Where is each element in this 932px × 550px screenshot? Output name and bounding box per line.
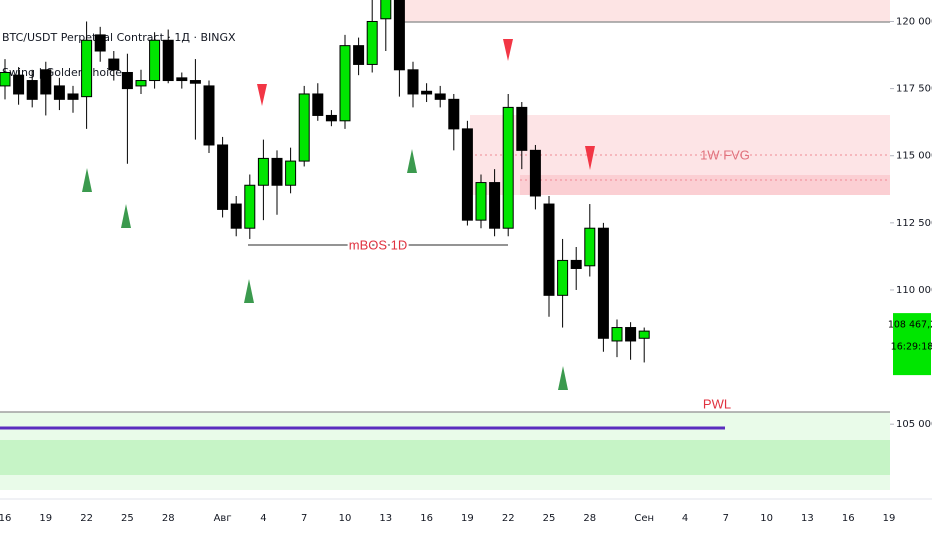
candle-body	[434, 93, 446, 100]
y-tick-label: 112 500,0	[896, 218, 932, 229]
candle-body	[108, 58, 120, 71]
fvg-label: 1W FVG	[700, 147, 750, 162]
candle-body	[121, 71, 133, 90]
x-tick-label: Авг	[214, 513, 232, 524]
candle-body	[285, 160, 297, 186]
candle-body	[13, 74, 25, 95]
x-tick-label: 25	[543, 513, 556, 524]
candle-body	[380, 0, 392, 20]
candle-body	[489, 182, 501, 229]
candle-body	[584, 227, 596, 267]
y-tick-label: 115 000,0	[896, 151, 932, 162]
demand-inner	[0, 440, 890, 475]
buy-signal	[82, 168, 92, 192]
pwl-label: PWL	[703, 396, 731, 411]
x-tick-label: 7	[301, 513, 307, 524]
x-tick-label: 28	[162, 513, 175, 524]
y-tick-label: 120 000,0	[896, 16, 932, 27]
candle-body	[557, 259, 569, 296]
y-tick-label: 105 000,0	[896, 419, 932, 430]
buy-signal	[407, 149, 417, 173]
candle-body	[625, 327, 637, 342]
candle-body	[94, 34, 106, 52]
x-tick-label: 25	[121, 513, 134, 524]
candle-body	[149, 39, 161, 82]
sell-signal	[503, 39, 513, 61]
x-tick-label: 16	[0, 513, 11, 524]
buy-signal	[558, 366, 568, 390]
x-tick-label: 16	[842, 513, 855, 524]
candle-body	[407, 69, 419, 95]
candle-body	[176, 77, 188, 82]
candle-body	[325, 114, 337, 122]
countdown: 16:29:18	[891, 342, 932, 353]
candle-body	[40, 69, 52, 95]
candle-body	[298, 93, 310, 162]
x-tick-label: Сен	[634, 513, 654, 524]
candle-body	[81, 39, 93, 98]
supply-zone	[395, 0, 890, 22]
candle-body	[597, 227, 609, 339]
x-tick-label: 19	[39, 513, 52, 524]
x-tick-label: 4	[682, 513, 688, 524]
sell-signal	[257, 84, 267, 106]
candle-body	[461, 128, 473, 221]
candles	[0, 0, 650, 363]
x-tick-label: 10	[760, 513, 773, 524]
candle-body	[26, 80, 38, 100]
candle-body	[217, 144, 229, 210]
candle-body	[502, 106, 514, 229]
candle-body	[543, 203, 555, 296]
candle-body	[366, 20, 378, 65]
candle-body	[135, 80, 147, 87]
candle-body	[203, 85, 215, 146]
candle-body	[312, 93, 324, 116]
chart-title: BTC/USDT Perpetual Contract · 1Д · BINGX	[2, 31, 236, 44]
x-tick-label: 7	[723, 513, 729, 524]
buy-signal	[121, 204, 131, 228]
candle-body	[257, 157, 269, 186]
candle-body	[0, 71, 11, 87]
candle-body	[393, 0, 405, 71]
y-tick-label: 110 000,0	[896, 285, 932, 296]
last-price-label: 108 467,2	[888, 320, 932, 331]
x-tick-label: 28	[583, 513, 596, 524]
x-tick-label: 13	[801, 513, 814, 524]
sell-signal	[585, 146, 595, 170]
candle-body	[53, 85, 65, 100]
x-tick-label: 13	[379, 513, 392, 524]
candle-body	[244, 184, 256, 229]
candle-body	[230, 203, 242, 229]
candle-body	[611, 327, 623, 342]
x-tick-label: 19	[461, 513, 474, 524]
candle-body	[189, 80, 201, 84]
candle-body	[339, 45, 351, 122]
candle-body	[529, 149, 541, 197]
candle-body	[67, 93, 79, 100]
x-tick-label: 19	[883, 513, 896, 524]
fvg-inner	[520, 175, 890, 195]
candle-body	[475, 182, 487, 221]
buy-signal	[244, 279, 254, 303]
candle-body	[516, 106, 528, 151]
candle-body	[421, 90, 433, 95]
price-axis	[890, 0, 932, 500]
candle-body	[353, 45, 365, 65]
signals	[82, 39, 595, 390]
bos-label: mBOS 1D	[349, 237, 408, 252]
x-tick-label: 22	[80, 513, 93, 524]
y-tick-label: 117 500,0	[896, 84, 932, 95]
candle-body	[448, 98, 460, 130]
x-tick-label: 10	[339, 513, 352, 524]
candle-body	[162, 39, 174, 82]
x-tick-label: 16	[420, 513, 433, 524]
x-tick-label: 22	[502, 513, 515, 524]
candle-body	[638, 330, 650, 339]
candle-body	[271, 157, 283, 186]
candle-body	[570, 259, 582, 269]
x-tick-label: 4	[260, 513, 266, 524]
last-price-box	[893, 313, 931, 376]
